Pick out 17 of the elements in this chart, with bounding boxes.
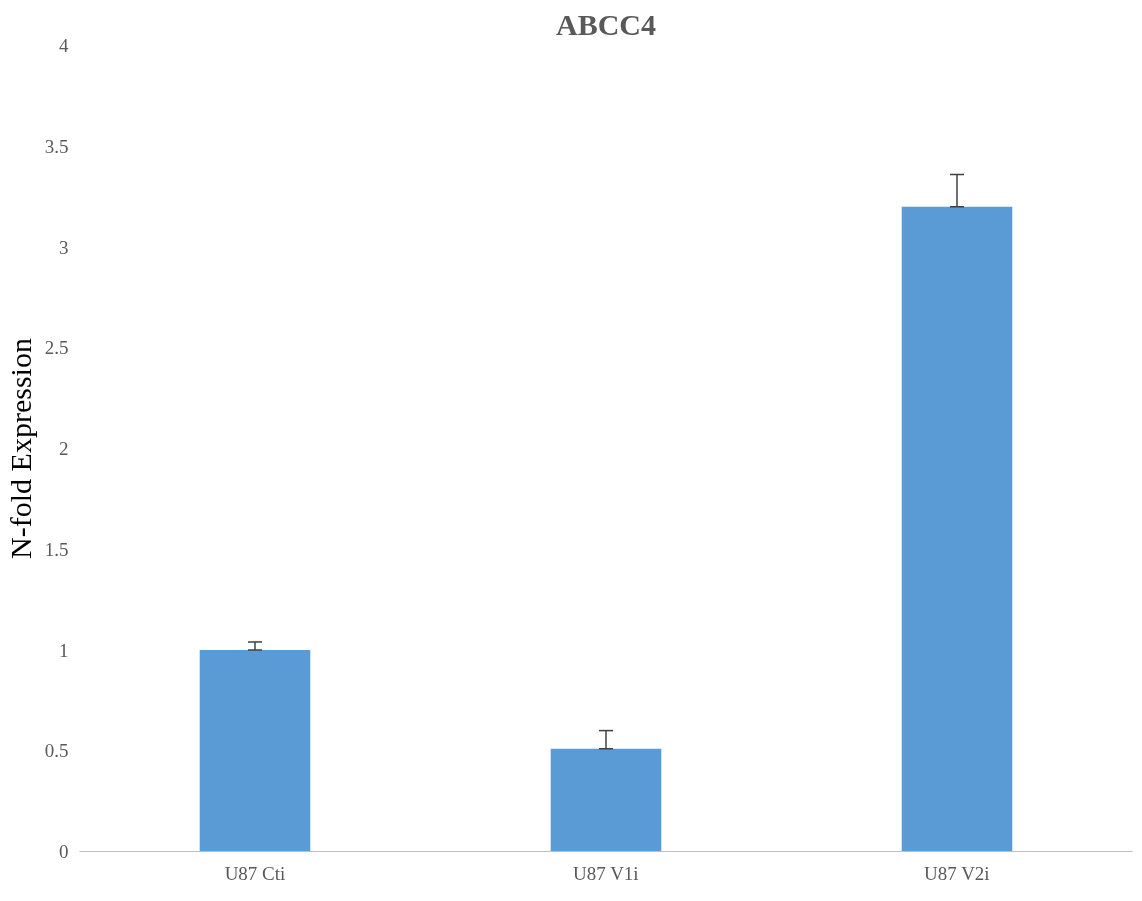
bar xyxy=(550,748,662,852)
chart-title: ABCC4 xyxy=(556,7,657,41)
y-tick-label: 3.5 xyxy=(44,135,69,157)
y-tick-label: 0.5 xyxy=(44,740,69,762)
y-axis-title: N-fold Expression xyxy=(3,338,37,559)
bar xyxy=(901,206,1013,852)
bar xyxy=(199,650,311,852)
y-tick-label: 2 xyxy=(59,438,69,459)
y-tick-label: 2.5 xyxy=(44,337,69,359)
x-tick-label: U87 V1i xyxy=(573,862,639,884)
y-tick-label: 1.5 xyxy=(44,538,69,560)
x-tick-label: U87 Cti xyxy=(224,862,286,884)
y-tick-label: 1 xyxy=(59,639,69,661)
y-tick-label: 4 xyxy=(59,35,69,56)
x-tick-label: U87 V2i xyxy=(924,862,990,884)
y-tick-label: 0 xyxy=(59,841,69,862)
y-tick-label: 3 xyxy=(59,236,69,258)
